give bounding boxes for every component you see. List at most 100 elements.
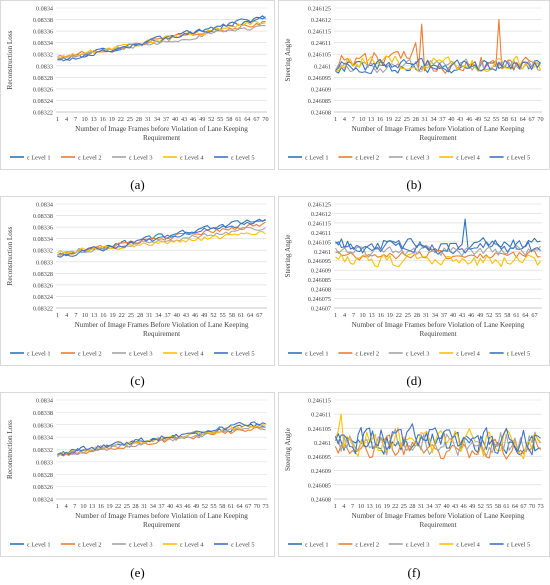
legend-entry: ε Level 5 xyxy=(231,541,255,548)
y-tick-label: 0.0834 xyxy=(36,202,53,209)
y-axis-title: Steering Angle xyxy=(284,428,292,471)
y-tick-label: 0.24611 xyxy=(311,412,331,419)
y-tick-label: 0.0833 xyxy=(36,459,53,466)
x-tick-label: 61 xyxy=(513,312,519,319)
x-tick-label: 34 xyxy=(426,503,432,510)
y-tick-label: 0.24612 xyxy=(311,17,331,24)
x-tick-label: 64 xyxy=(244,116,250,123)
x-tick-label: 31 xyxy=(145,116,151,123)
y-tick-label: 0.08338 xyxy=(33,410,53,417)
x-tick-label: 43 xyxy=(457,116,463,123)
x-tick-label: 49 xyxy=(469,503,475,510)
x-tick-label: 67 xyxy=(253,116,259,123)
x-tick-label: 19 xyxy=(109,116,115,123)
x-tick-label: 4 xyxy=(65,503,68,510)
y-tick-label: 0.246095 xyxy=(308,75,331,82)
legend-entry: ε Level 4 xyxy=(456,154,480,161)
x-axis-title: Number of Image Frames before Violation … xyxy=(352,125,525,133)
x-tick-label: 1 xyxy=(56,503,59,510)
y-tick-label: 0.0833 xyxy=(36,259,53,266)
x-axis-title: Number of Image Frames before Violation … xyxy=(352,321,525,329)
y-axis-title: Steering Angle xyxy=(284,39,292,82)
y-tick-label: 0.246115 xyxy=(308,29,331,36)
x-tick-label: 46 xyxy=(190,116,196,123)
x-tick-label: 28 xyxy=(413,116,419,123)
y-tick-label: 0.24611 xyxy=(311,230,331,237)
y-tick-label: 0.08322 xyxy=(33,306,53,313)
x-tick-label: 40 xyxy=(448,116,454,123)
y-tick-label: 0.246095 xyxy=(308,454,331,461)
x-tick-label: 61 xyxy=(228,503,234,510)
y-axis-title: Reconstruction Loss xyxy=(6,226,14,285)
y-tick-label: 0.08328 xyxy=(33,271,53,278)
x-tick-label: 34 xyxy=(155,312,161,319)
x-axis-title: Number of Image Frames before Violation … xyxy=(352,512,525,520)
x-tick-label: 31 xyxy=(146,312,152,319)
x-tick-label: 43 xyxy=(176,503,182,510)
panel-label: (e) xyxy=(130,565,145,580)
series-line-3 xyxy=(57,426,266,458)
x-tick-label: 34 xyxy=(150,503,156,510)
legend-entry: ε Level 4 xyxy=(456,350,480,357)
x-tick-label: 49 xyxy=(199,116,205,123)
x-tick-label: 49 xyxy=(193,503,199,510)
x-tick-label: 61 xyxy=(503,503,509,510)
x-tick-label: 19 xyxy=(106,503,112,510)
y-tick-label: 0.0834 xyxy=(36,398,53,405)
chart-frame xyxy=(278,0,550,170)
legend-entry: ε Level 2 xyxy=(355,154,379,161)
x-tick-label: 70 xyxy=(537,116,543,123)
x-axis-title: Number of Image Frames Before Violation … xyxy=(75,321,249,329)
x-tick-label: 31 xyxy=(418,503,424,510)
x-tick-label: 25 xyxy=(404,116,410,123)
y-tick-label: 0.24608 xyxy=(311,110,331,117)
panel-label: (c) xyxy=(130,373,145,388)
y-axis-title: Reconstruction Loss xyxy=(6,30,14,89)
legend-entry: ε Level 2 xyxy=(78,541,102,548)
x-axis-title-line2: Requirement xyxy=(419,330,456,338)
legend-entry: ε Level 1 xyxy=(27,154,51,161)
x-tick-label: 43 xyxy=(459,312,465,319)
x-tick-label: 1 xyxy=(334,312,337,319)
x-tick-label: 28 xyxy=(132,503,138,510)
y-tick-label: 0.08338 xyxy=(33,213,53,220)
x-tick-label: 37 xyxy=(441,312,447,319)
x-tick-label: 25 xyxy=(124,503,130,510)
x-tick-label: 28 xyxy=(409,503,415,510)
x-tick-label: 13 xyxy=(91,116,97,123)
x-tick-label: 19 xyxy=(384,503,390,510)
x-tick-label: 28 xyxy=(414,312,420,319)
panel-label: (a) xyxy=(130,177,145,192)
legend-entry: ε Level 2 xyxy=(78,350,102,357)
series-line-5 xyxy=(334,423,541,456)
x-axis-title-line2: Requirement xyxy=(419,134,456,142)
x-tick-label: 13 xyxy=(367,503,373,510)
x-tick-label: 4 xyxy=(342,503,345,510)
legend-entry: ε Level 5 xyxy=(507,154,531,161)
x-tick-label: 10 xyxy=(80,503,86,510)
x-tick-label: 49 xyxy=(475,116,481,123)
y-tick-label: 0.08324 xyxy=(33,294,53,301)
x-tick-label: 67 xyxy=(529,116,535,123)
y-tick-label: 0.2461 xyxy=(314,63,331,70)
y-tick-label: 0.08324 xyxy=(33,98,53,105)
x-tick-label: 4 xyxy=(343,116,346,123)
x-axis-title: Number of Image Frames before Violation … xyxy=(75,512,248,520)
legend-entry: ε Level 2 xyxy=(78,154,102,161)
y-tick-label: 0.24611 xyxy=(311,40,331,47)
y-tick-label: 0.08336 xyxy=(33,422,53,429)
series-line-5 xyxy=(57,421,266,456)
x-tick-label: 73 xyxy=(262,503,268,510)
x-tick-label: 34 xyxy=(154,116,160,123)
y-tick-label: 0.08328 xyxy=(33,75,53,82)
chart-panel-5: 0.08324 0.08326 0.08328 0.0833 0.08332 0.0833… xyxy=(0,392,275,557)
x-tick-label: 55 xyxy=(217,116,223,123)
y-tick-label: 0.246105 xyxy=(308,426,331,433)
y-tick-label: 0.08332 xyxy=(33,248,53,255)
x-tick-label: 22 xyxy=(119,312,125,319)
x-tick-label: 7 xyxy=(74,312,77,319)
chart-panel-6: 0.24608 0.246085 0.24609 0.246095 0.2461 0.24… xyxy=(278,392,550,557)
x-tick-label: 58 xyxy=(226,116,232,123)
x-tick-label: 13 xyxy=(368,116,374,123)
y-tick-label: 0.246105 xyxy=(308,239,331,246)
